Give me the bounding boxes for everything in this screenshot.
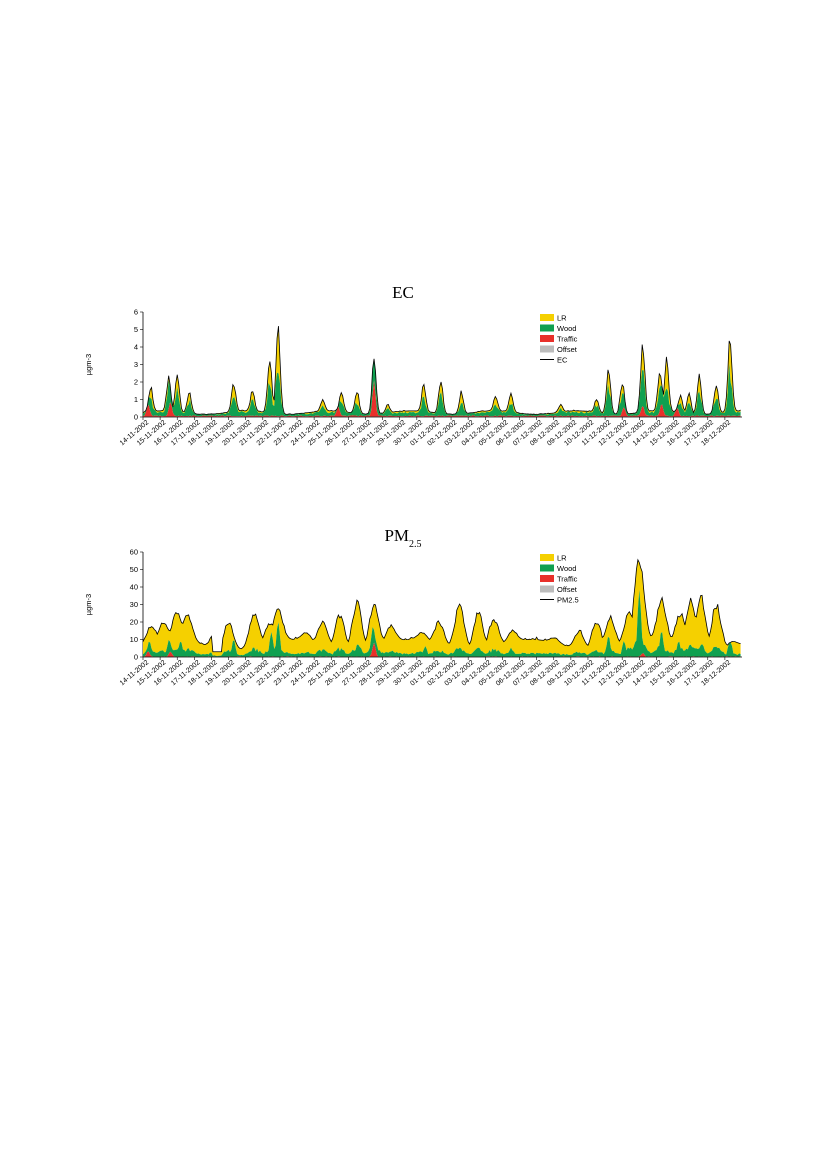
y-tick-label: 3 (134, 360, 138, 369)
legend-label: EC (557, 356, 568, 365)
legend-swatch (540, 324, 554, 332)
y-tick-label: 40 (130, 583, 138, 592)
chart-1: EC0123456µgm-314-11-200215-11-200216-11-… (84, 283, 742, 448)
legend-swatch (540, 564, 554, 572)
chart-title: EC (392, 283, 414, 302)
series-area-lr (143, 559, 741, 657)
series-line-total (142, 326, 741, 415)
y-tick-label: 50 (130, 565, 138, 574)
series-line-total (142, 558, 741, 653)
legend-swatch (540, 314, 554, 321)
series-area-wood (143, 358, 741, 417)
chart-title-subscript: 2.5 (409, 539, 422, 550)
legend-label: Traffic (557, 335, 578, 344)
y-tick-label: 0 (134, 413, 138, 422)
y-tick-label: 30 (130, 600, 138, 609)
y-axis-label: µgm-3 (84, 594, 93, 615)
legend-swatch (540, 575, 554, 582)
series-area-wood (143, 589, 741, 657)
legend-label: Offset (557, 345, 578, 354)
y-tick-label: 2 (134, 378, 138, 387)
y-tick-label: 6 (134, 308, 138, 317)
y-tick-label: 4 (134, 343, 138, 352)
y-tick-label: 60 (130, 548, 138, 557)
legend-label: Wood (557, 324, 576, 333)
y-axis-label: µgm-3 (84, 354, 93, 375)
legend-label: LR (557, 554, 567, 563)
legend-label: Wood (557, 564, 576, 573)
legend-label: LR (557, 314, 567, 323)
legend-label: PM2.5 (557, 596, 579, 605)
chart-title: PM2.5 (384, 526, 421, 550)
y-tick-label: 5 (134, 325, 138, 334)
y-tick-label: 1 (134, 395, 138, 404)
y-tick-label: 20 (130, 618, 138, 627)
legend-label: Offset (557, 585, 578, 594)
legend-swatch (540, 554, 554, 561)
y-tick-label: 10 (130, 635, 138, 644)
legend-swatch (540, 335, 554, 342)
y-tick-label: 0 (134, 653, 138, 662)
legend-label: Traffic (557, 575, 578, 584)
legend-swatch (540, 585, 554, 593)
chart-2: PM2.50102030405060µgm-314-11-200215-11-2… (84, 526, 742, 688)
legend-swatch (540, 345, 554, 353)
